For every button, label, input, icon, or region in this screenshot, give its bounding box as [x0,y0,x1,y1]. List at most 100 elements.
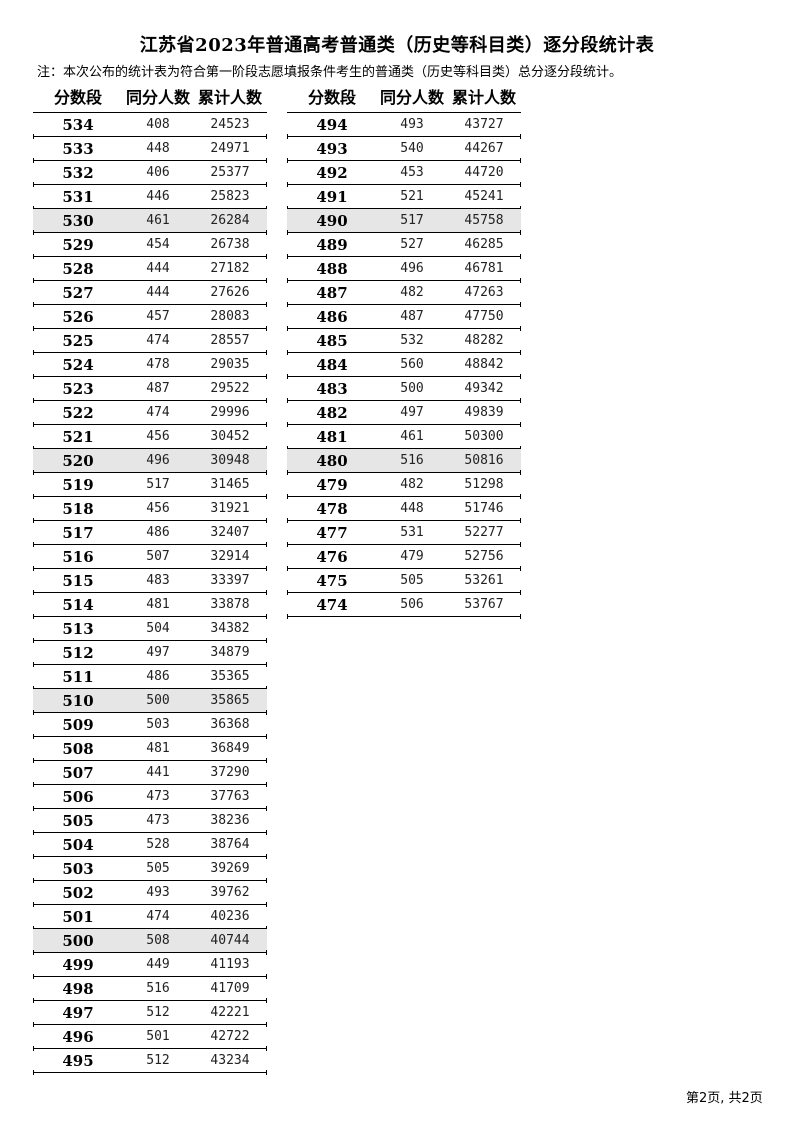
cell-score: 510 [62,691,94,710]
cell-cumulative: 30452 [210,429,250,444]
table-row: 475 505 53261 [287,569,521,595]
cell-score: 503 [62,859,94,878]
table-row: 531 446 25823 [33,185,267,211]
cell-cumulative: 45241 [464,189,504,204]
cell-same-count: 506 [400,597,424,612]
cell-score: 493 [316,139,348,158]
cell-same-count: 457 [146,309,170,324]
cell-same-count: 446 [146,189,170,204]
cell-score: 495 [62,1051,94,1070]
cell-same-count: 461 [146,213,170,228]
table-row: 508 481 36849 [33,737,267,763]
table-row: 527 444 27626 [33,281,267,307]
cell-score: 487 [316,283,348,302]
table-row: 506 473 37763 [33,785,267,811]
cell-same-count: 493 [146,885,170,900]
cell-cumulative: 28557 [210,333,250,348]
cell-same-count: 448 [146,141,170,156]
table-row: 512 497 34879 [33,641,267,667]
table-row: 501 474 40236 [33,905,267,931]
table-row: 497 512 42221 [33,1001,267,1027]
cell-cumulative: 24971 [210,141,250,156]
cell-same-count: 512 [146,1053,170,1068]
cell-same-count: 449 [146,957,170,972]
cell-cumulative: 37290 [210,765,250,780]
cell-same-count: 504 [146,621,170,636]
cell-cumulative: 26738 [210,237,250,252]
cell-score: 517 [62,523,94,542]
cell-score: 488 [316,259,348,278]
cell-score: 482 [316,403,348,422]
cell-same-count: 481 [146,741,170,756]
cell-same-count: 474 [146,909,170,924]
cell-cumulative: 31465 [210,477,250,492]
cell-score: 512 [62,643,94,662]
cell-score: 529 [62,235,94,254]
table-row: 524 478 29035 [33,353,267,379]
cell-same-count: 487 [400,309,424,324]
cell-score: 506 [62,787,94,806]
cell-score: 504 [62,835,94,854]
score-table-left: 分数段 同分人数 累计人数 534 408 24523 533 448 24971 532 4… [33,86,267,1075]
cell-cumulative: 34879 [210,645,250,660]
table-row: 522 474 29996 [33,401,267,427]
cell-score: 491 [316,187,348,206]
cell-score: 532 [62,163,94,182]
cell-same-count: 456 [146,501,170,516]
cell-same-count: 508 [146,933,170,948]
table-row: 482 497 49839 [287,401,521,427]
cell-score: 523 [62,379,94,398]
table-row: 505 473 38236 [33,809,267,835]
cell-same-count: 482 [400,285,424,300]
cell-cumulative: 29035 [210,357,250,372]
table-row: 476 479 52756 [287,545,521,571]
note-text: 注：本次公布的统计表为符合第一阶段志愿填报条件考生的普通类（历史等科目类）总分逐… [37,65,623,80]
cell-same-count: 493 [400,117,424,132]
cell-score: 479 [316,475,348,494]
table-row: 479 482 51298 [287,473,521,499]
cell-cumulative: 35865 [210,693,250,708]
cell-cumulative: 32914 [210,549,250,564]
table-row: 483 500 49342 [287,377,521,403]
cell-cumulative: 49342 [464,381,504,396]
cell-score: 500 [62,931,94,950]
cell-score: 534 [62,115,94,134]
cell-cumulative: 30948 [210,453,250,468]
cell-cumulative: 51746 [464,501,504,516]
cell-score: 515 [62,571,94,590]
cell-score: 525 [62,331,94,350]
cell-same-count: 483 [146,573,170,588]
cell-score: 494 [316,115,348,134]
table-row: 504 528 38764 [33,833,267,859]
cell-cumulative: 47750 [464,309,504,324]
cell-score: 516 [62,547,94,566]
table-header: 分数段 同分人数 累计人数 [33,86,267,113]
cell-cumulative: 37763 [210,789,250,804]
cell-same-count: 517 [146,477,170,492]
cell-score: 522 [62,403,94,422]
cell-cumulative: 46781 [464,261,504,276]
cell-cumulative: 26284 [210,213,250,228]
cell-same-count: 560 [400,357,424,372]
table-row: 514 481 33878 [33,593,267,619]
table-row: 517 486 32407 [33,521,267,547]
cell-cumulative: 53767 [464,597,504,612]
cell-same-count: 501 [146,1029,170,1044]
cell-same-count: 497 [146,645,170,660]
cell-score: 490 [316,211,348,230]
cell-score: 509 [62,715,94,734]
table-row: 532 406 25377 [33,161,267,187]
cell-score: 513 [62,619,94,638]
cell-cumulative: 53261 [464,573,504,588]
cell-score: 519 [62,475,94,494]
cell-score: 508 [62,739,94,758]
cell-score: 486 [316,307,348,326]
cell-score: 498 [62,979,94,998]
cell-score: 507 [62,763,94,782]
cell-same-count: 473 [146,789,170,804]
table-row: 485 532 48282 [287,329,521,355]
cell-cumulative: 42221 [210,1005,250,1020]
table-row: 521 456 30452 [33,425,267,451]
table-header: 分数段 同分人数 累计人数 [287,86,521,113]
cell-same-count: 461 [400,429,424,444]
